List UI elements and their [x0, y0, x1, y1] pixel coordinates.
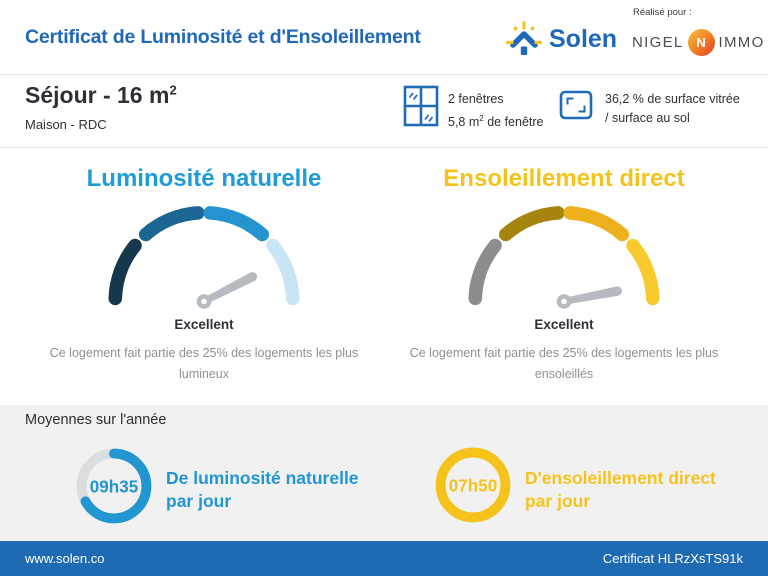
room-divider	[0, 147, 768, 148]
gauge-title-luminosite: Luminosité naturelle	[86, 165, 322, 192]
footer-certificate-id: Certificat HLRzXsTS91k	[602, 551, 743, 566]
ring-value-luminosite: 09h35	[90, 477, 139, 496]
surface-ratio-icon	[559, 90, 593, 120]
gauge-needle	[556, 286, 623, 309]
window-area-line: 5,8 m2 de fenêtre	[448, 114, 544, 130]
ring-luminosite: 09h35	[76, 448, 152, 524]
avg-label-ensoleillement: D'ensoleillement direct par jour	[525, 468, 716, 511]
footer-bar: www.solen.co Certificat HLRzXsTS91k	[0, 541, 768, 576]
ring-progress	[435, 447, 511, 523]
window-info-text: 2 fenêtres 5,8 m2 de fenêtre	[448, 90, 543, 132]
glazing-line1: 36,2 % de surface vitrée	[605, 92, 740, 106]
averages-heading: Moyennes sur l'année	[25, 412, 167, 428]
page-title: Certificat de Luminosité et d'Ensoleille…	[25, 26, 421, 48]
gauge-luminosite	[108, 206, 300, 309]
averages-section: Moyennes sur l'année 09h35 De luminosité…	[0, 405, 768, 541]
glazing-info-text: 36,2 % de surface vitrée / surface au so…	[605, 90, 740, 128]
window-count-line: 2 fenêtres	[448, 92, 504, 106]
gauge-needle	[196, 272, 258, 309]
solen-wordmark: Solen	[549, 24, 618, 53]
footer-website: www.solen.co	[25, 551, 105, 566]
room-title-sup: 2	[169, 82, 177, 98]
ring-progress	[76, 448, 152, 524]
glazing-line2: / surface au sol	[605, 111, 690, 125]
gauge-title-ensoleillement: Ensoleillement direct	[443, 165, 685, 192]
partner-logo-right-text: IMMO	[718, 34, 765, 51]
realise-pour-label: Réalisé pour :	[633, 7, 692, 18]
gauge-rating-luminosite: Excellent	[174, 317, 234, 332]
gauge-ensoleillement	[468, 206, 660, 309]
gauge-rating-ensoleillement: Excellent	[534, 317, 594, 332]
window-icon	[403, 85, 439, 127]
solen-house-sun-icon	[506, 21, 542, 55]
ring-ensoleillement: 07h50	[435, 447, 511, 523]
gauge-desc-ensoleillement: Ce logement fait partie des 25% des loge…	[409, 346, 719, 381]
partner-logo: NIGEL N IMMO	[632, 29, 765, 56]
room-title-text: Séjour - 16 m	[25, 82, 170, 108]
gauge-desc-luminosite: Ce logement fait partie des 25% des loge…	[49, 346, 359, 381]
partner-logo-left-text: NIGEL	[632, 34, 684, 51]
ring-value-ensoleillement: 07h50	[449, 476, 497, 495]
partner-monogram-icon: N	[687, 29, 715, 56]
room-subtitle: Maison - RDC	[25, 117, 107, 132]
solen-logo: Solen	[506, 21, 617, 57]
room-title: Séjour - 16 m2	[25, 82, 177, 109]
header-divider	[0, 74, 768, 75]
avg-label-luminosite: De luminosité naturelle par jour	[166, 468, 359, 511]
